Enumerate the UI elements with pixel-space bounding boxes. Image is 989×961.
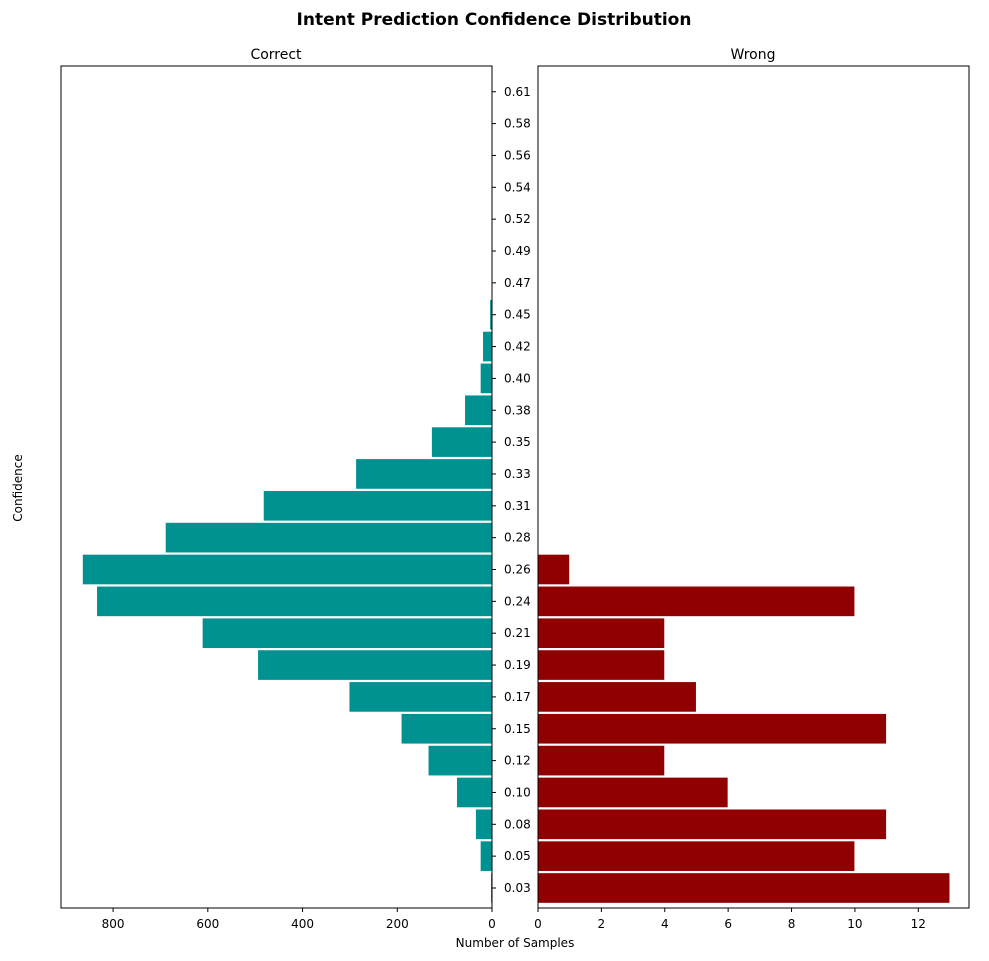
y-tick-label: 0.24 bbox=[504, 594, 531, 608]
x-tick-label-wrong: 0 bbox=[534, 917, 542, 931]
y-tick-label: 0.38 bbox=[504, 403, 531, 417]
correct-bars bbox=[81, 298, 493, 904]
y-tick-label: 0.26 bbox=[504, 563, 531, 577]
x-tick-label-correct: 200 bbox=[386, 917, 409, 931]
x-tick-label-correct: 800 bbox=[102, 917, 125, 931]
y-tick-label: 0.49 bbox=[504, 244, 531, 258]
bar-wrong bbox=[537, 681, 697, 713]
bar-wrong bbox=[537, 808, 888, 841]
bar-correct bbox=[355, 458, 493, 490]
y-tick-label: 0.12 bbox=[504, 754, 531, 768]
bar-correct bbox=[348, 681, 493, 713]
wrong-x-ticks: 0 2 4 6 8 10 12 bbox=[534, 908, 926, 931]
bar-correct bbox=[257, 649, 493, 681]
y-tick-label: 0.15 bbox=[504, 722, 531, 736]
bar-wrong bbox=[537, 872, 951, 904]
y-tick-label: 0.03 bbox=[504, 881, 531, 895]
correct-panel-frame bbox=[60, 65, 493, 909]
bar-correct bbox=[479, 362, 493, 395]
bar-wrong bbox=[537, 553, 571, 586]
panel-title-wrong: Wrong bbox=[731, 47, 776, 63]
bar-correct bbox=[455, 776, 493, 809]
y-tick-label: 0.54 bbox=[504, 180, 531, 194]
bar-wrong bbox=[537, 840, 856, 872]
x-tick-label-wrong: 2 bbox=[598, 917, 606, 931]
bar-wrong bbox=[537, 649, 666, 681]
x-tick-label-correct: 400 bbox=[291, 917, 314, 931]
bar-correct bbox=[96, 585, 493, 618]
bar-correct bbox=[464, 394, 493, 427]
x-axis-label: Number of Samples bbox=[456, 936, 575, 950]
bar-correct bbox=[479, 840, 493, 872]
wrong-bars bbox=[537, 553, 951, 904]
y-tick-label: 0.17 bbox=[504, 690, 531, 704]
bar-correct bbox=[201, 617, 493, 650]
bar-correct bbox=[262, 489, 493, 522]
bar-correct bbox=[400, 712, 493, 745]
y-tick-label: 0.33 bbox=[504, 467, 531, 481]
confidence-y-ticks: 0.03 0.05 0.08 0.10 0.12 0.15 0.17 0.19 0.21 0.24… bbox=[492, 85, 531, 895]
y-axis-label: Confidence bbox=[11, 454, 25, 521]
y-tick-label: 0.10 bbox=[504, 785, 531, 799]
x-tick-label-correct: 600 bbox=[196, 917, 219, 931]
x-tick-label-correct: 0 bbox=[488, 917, 496, 931]
bar-correct bbox=[427, 744, 493, 777]
y-tick-label: 0.08 bbox=[504, 817, 531, 831]
y-tick-label: 0.56 bbox=[504, 148, 531, 162]
bar-correct bbox=[474, 808, 493, 841]
y-tick-label: 0.47 bbox=[504, 276, 531, 290]
y-tick-label: 0.35 bbox=[504, 435, 531, 449]
bar-correct bbox=[81, 553, 493, 586]
y-tick-label: 0.40 bbox=[504, 371, 531, 385]
bar-wrong bbox=[537, 744, 666, 777]
bar-correct bbox=[430, 426, 493, 458]
bar-wrong bbox=[537, 585, 856, 618]
wrong-panel-frame bbox=[537, 65, 970, 909]
bar-correct bbox=[164, 521, 493, 554]
x-tick-label-wrong: 12 bbox=[911, 917, 926, 931]
y-tick-label: 0.58 bbox=[504, 117, 531, 131]
x-tick-label-wrong: 4 bbox=[661, 917, 669, 931]
x-tick-label-wrong: 8 bbox=[788, 917, 796, 931]
bar-wrong bbox=[537, 712, 888, 745]
y-tick-label: 0.05 bbox=[504, 849, 531, 863]
y-tick-label: 0.61 bbox=[504, 85, 531, 99]
bar-wrong bbox=[537, 776, 729, 809]
bar-correct bbox=[482, 330, 493, 363]
bar-wrong bbox=[537, 617, 666, 650]
y-tick-label: 0.21 bbox=[504, 626, 531, 640]
panel-title-correct: Correct bbox=[250, 47, 302, 63]
correct-x-ticks: 800 600 400 200 0 bbox=[102, 908, 496, 931]
x-tick-label-wrong: 6 bbox=[724, 917, 732, 931]
y-tick-label: 0.28 bbox=[504, 531, 531, 545]
y-tick-label: 0.31 bbox=[504, 499, 531, 513]
y-tick-label: 0.19 bbox=[504, 658, 531, 672]
y-tick-label: 0.45 bbox=[504, 308, 531, 322]
chart-title: Intent Prediction Confidence Distributio… bbox=[297, 10, 692, 30]
y-tick-label: 0.42 bbox=[504, 340, 531, 354]
x-tick-label-wrong: 10 bbox=[847, 917, 862, 931]
y-tick-label: 0.52 bbox=[504, 212, 531, 226]
